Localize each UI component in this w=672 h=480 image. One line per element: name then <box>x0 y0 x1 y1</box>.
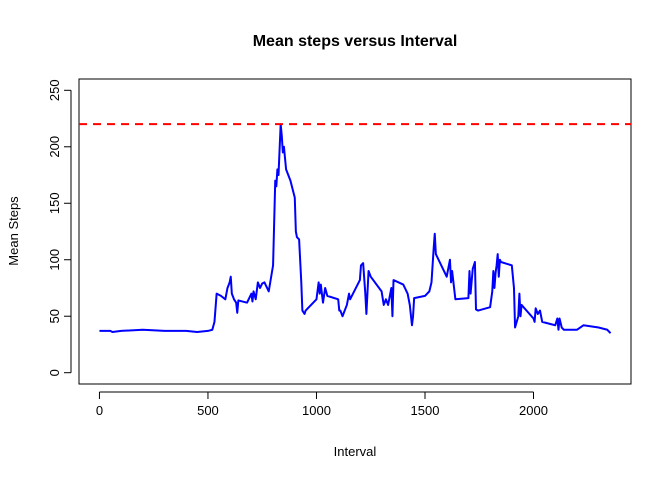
y-tick-label: 50 <box>47 309 62 323</box>
x-axis-label: Interval <box>334 444 377 459</box>
y-axis-label: Mean Steps <box>6 196 21 266</box>
y-tick-label: 150 <box>47 192 62 214</box>
data-line <box>99 123 612 334</box>
y-tick-label: 200 <box>47 136 62 158</box>
x-tick-label: 1500 <box>411 403 440 418</box>
x-tick-label: 500 <box>197 403 219 418</box>
y-tick-label: 100 <box>47 249 62 271</box>
x-tick-label: 0 <box>96 403 103 418</box>
x-tick-label: 2000 <box>519 403 548 418</box>
y-tick-label: 250 <box>47 79 62 101</box>
chart-title: Mean steps versus Interval <box>253 33 458 50</box>
plot-box <box>78 78 632 385</box>
x-tick-label: 1000 <box>302 403 331 418</box>
y-tick-label: 0 <box>47 369 62 376</box>
